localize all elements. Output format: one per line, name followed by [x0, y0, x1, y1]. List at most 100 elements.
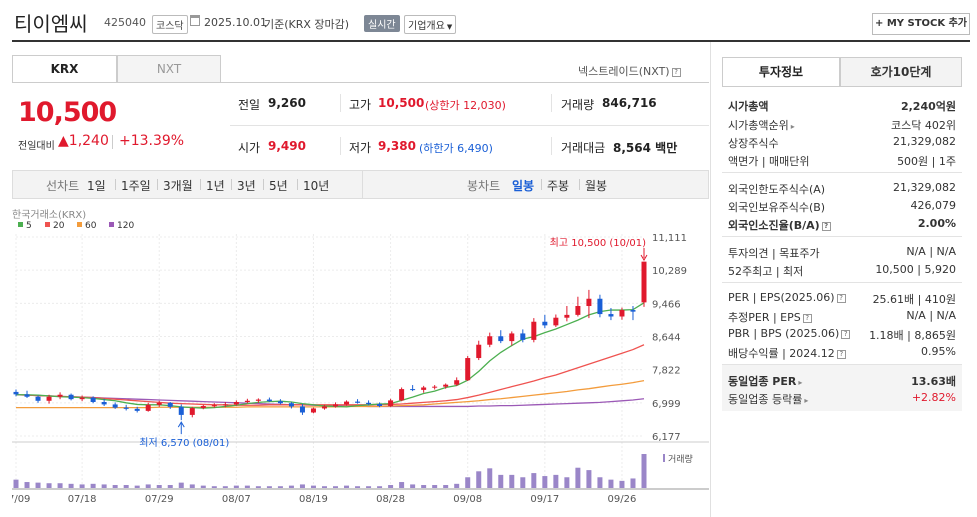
period-button-line-4[interactable]: 3년: [237, 179, 256, 193]
ma-legend-swatch-20: [45, 222, 50, 227]
price-chart[interactable]: 한국거래소(KRX)5 20 60 120 11,111 10,289 9,466 8,644…: [12, 206, 709, 517]
ma-legend-swatch-120: [109, 222, 114, 227]
volume-bar: [333, 486, 339, 488]
candle-body: [388, 400, 394, 407]
tab-invest-info[interactable]: 투자정보: [722, 57, 840, 87]
change-value: ▲1,240: [58, 133, 109, 149]
candle-body: [299, 406, 305, 413]
candle-body: [399, 389, 405, 401]
candle-body: [542, 321, 548, 326]
calendar-icon: [190, 15, 200, 26]
candle-body: [377, 404, 383, 407]
volume-bar: [542, 476, 548, 488]
candle-chart-label: 봉차트: [467, 179, 501, 193]
period-button-candle-1[interactable]: 주봉: [547, 179, 570, 193]
realtime-badge[interactable]: 실시간: [364, 15, 400, 32]
info-label-text: 배당수익률 | 2024.12: [728, 347, 835, 360]
period-button-line-0[interactable]: 1일: [87, 179, 106, 193]
header-divider: [12, 40, 970, 42]
volume-bar: [156, 485, 162, 488]
candle-body: [255, 399, 261, 401]
volume-bar: [200, 485, 206, 488]
candle-body: [432, 386, 438, 388]
period-button-line-6[interactable]: 10년: [303, 179, 330, 193]
period-divider: [297, 179, 298, 190]
period-divider: [200, 179, 201, 190]
volume-bar: [465, 477, 471, 488]
period-button-line-2[interactable]: 3개월: [163, 179, 193, 193]
candle-body: [244, 400, 250, 402]
help-icon[interactable]: ?: [802, 313, 812, 323]
x-tick-label: 09/08: [453, 494, 482, 505]
info-value-2-0: N/A | N/A: [906, 245, 956, 258]
candle-body: [178, 406, 184, 415]
plus-icon: +: [874, 18, 887, 29]
tab-orderbook[interactable]: 호가10단계: [840, 57, 962, 87]
volume-bar: [299, 484, 305, 488]
mystock-add-button[interactable]: + MY STOCK 추가: [872, 13, 970, 35]
period-button-line-3[interactable]: 1년: [206, 179, 225, 193]
section-divider: [722, 236, 962, 237]
volume-bar: [476, 471, 482, 488]
tab-nxt[interactable]: NXT: [117, 55, 221, 83]
amount-value: 8,564 백만: [613, 141, 678, 155]
help-icon[interactable]: ?: [836, 293, 846, 303]
help-icon[interactable]: ?: [836, 349, 846, 359]
candle-body: [211, 405, 217, 407]
candle-body: [641, 261, 647, 303]
y-tick-label: 8,644: [652, 333, 681, 344]
volume-bar: [90, 483, 96, 488]
tab-krx[interactable]: KRX: [12, 55, 117, 83]
volume-bar: [101, 484, 107, 488]
info-value-2-1: 10,500 | 5,920: [875, 263, 956, 276]
volume-bar: [46, 483, 52, 488]
period-divider: [579, 179, 580, 190]
info-label-text: 외국인보유주식수(B): [728, 201, 826, 214]
candle-body: [520, 333, 526, 340]
volume-bar: [134, 485, 140, 488]
volume-bar: [123, 485, 129, 488]
period-button-line-1[interactable]: 1주일: [121, 179, 151, 193]
candle-body: [443, 384, 449, 387]
candle-body: [421, 387, 427, 390]
help-icon: ?: [671, 67, 681, 77]
nxt-link[interactable]: 넥스트레이드(NXT)?: [578, 63, 681, 79]
candle-body: [355, 401, 361, 403]
info-label-3-3: 배당수익률 | 2024.12?: [728, 345, 846, 361]
candle-body: [553, 317, 559, 326]
info-label-text: 시가총액: [728, 100, 769, 113]
candle-body: [454, 380, 460, 385]
x-tick-label: 09/26: [608, 494, 637, 505]
period-divider: [263, 179, 264, 190]
info-value-1-0: 21,329,082: [893, 181, 956, 194]
info-label-4-1[interactable]: 동일업종 등락률 ▸: [728, 391, 808, 407]
info-label-3-1: 추정PER | EPS?: [728, 309, 812, 325]
period-button-candle-0[interactable]: 일봉: [512, 179, 535, 193]
volume-bar: [597, 477, 603, 488]
info-label-0-1[interactable]: 시가총액순위 ▸: [728, 117, 795, 133]
candle-body: [509, 333, 515, 342]
candle-body: [24, 394, 30, 397]
info-label-2-1: 52주최고 | 최저: [728, 263, 803, 279]
volume-bar: [410, 484, 416, 488]
candle-body: [608, 314, 614, 317]
candle-body: [586, 298, 592, 307]
current-price: 10,500: [18, 97, 117, 128]
chevron-right-icon: ▸: [798, 378, 803, 387]
candle-body: [597, 298, 603, 315]
chevron-down-icon: ▼: [446, 23, 453, 31]
period-button-candle-2[interactable]: 월봉: [585, 179, 608, 193]
x-tick-label: 08/07: [222, 494, 251, 505]
volume-bar: [355, 486, 361, 488]
volume-bar: [244, 485, 250, 488]
help-icon[interactable]: ?: [841, 329, 851, 339]
company-overview-button[interactable]: 기업개요 ▼: [404, 15, 457, 34]
low-arrow-head: [177, 421, 185, 428]
period-button-line-5[interactable]: 5년: [269, 179, 288, 193]
info-label-4-0[interactable]: 동일업종 PER ▸: [728, 373, 802, 389]
help-icon[interactable]: ?: [821, 221, 831, 231]
up-triangle-icon: ▲: [58, 133, 69, 149]
volume-bar: [112, 485, 118, 488]
volume-bar: [13, 479, 19, 488]
volume-legend-label: 거래량: [668, 453, 693, 465]
